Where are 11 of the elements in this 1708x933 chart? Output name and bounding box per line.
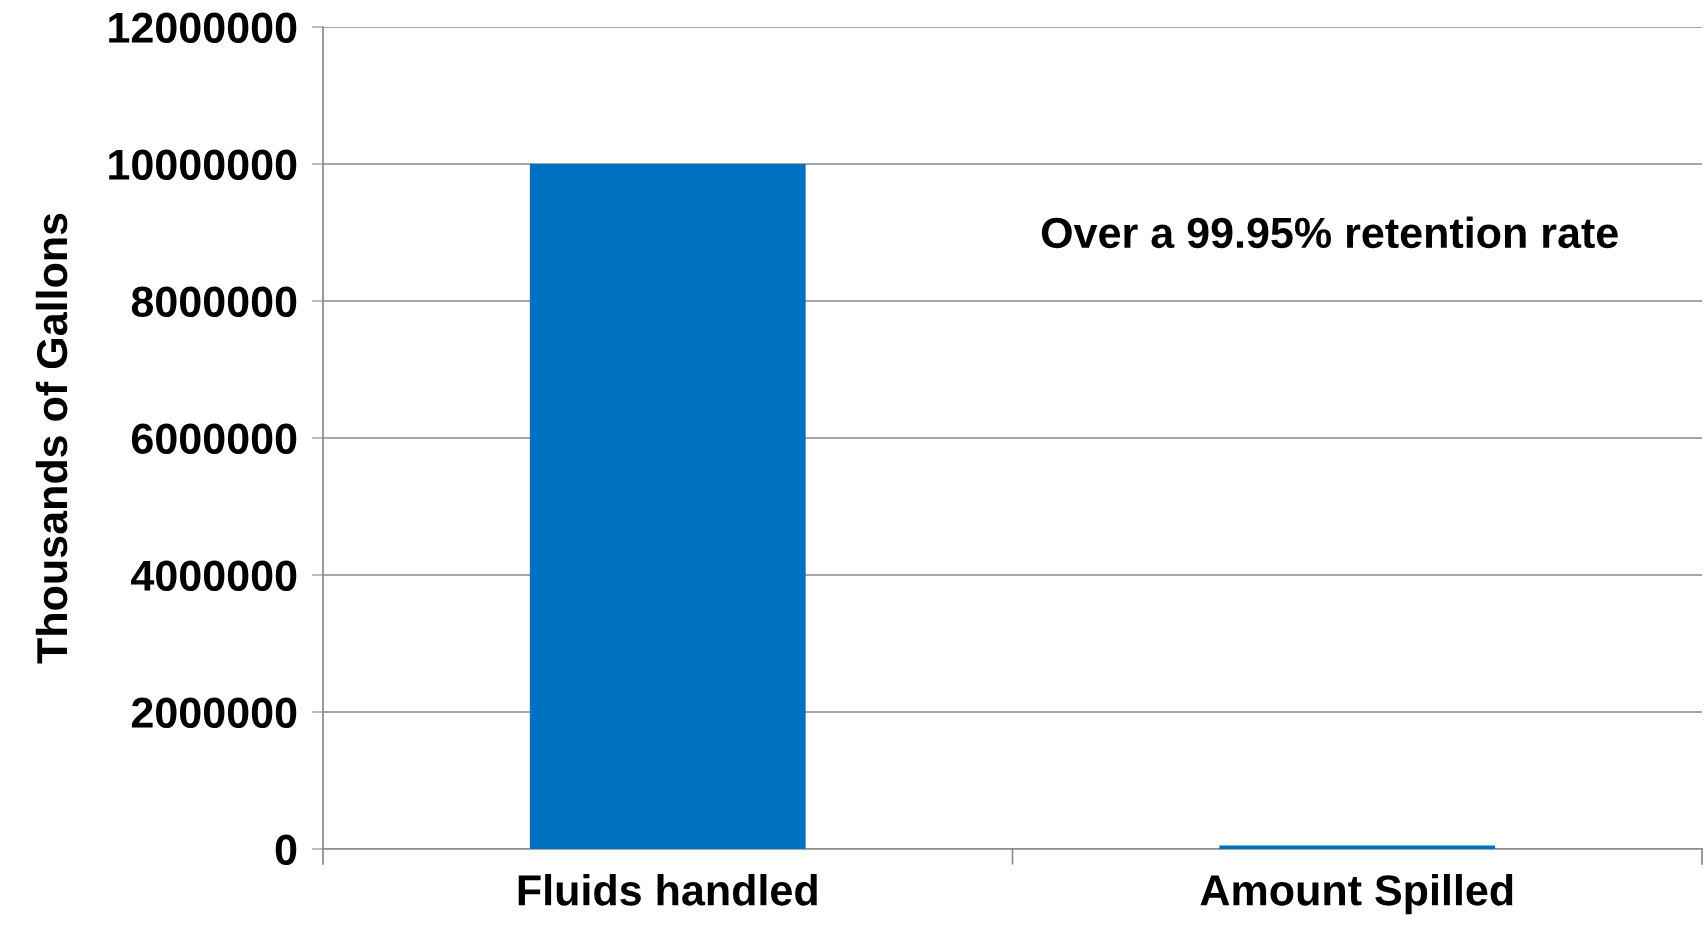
y-tick-label: 4000000 <box>131 560 297 592</box>
y-tick-label: 2000000 <box>131 697 297 729</box>
x-tick-label: Fluids handled <box>518 874 817 906</box>
x-tick-label: Amount Spilled <box>1200 874 1513 915</box>
y-tick-label: 10000000 <box>109 149 297 181</box>
y-tick-label: 0 <box>275 834 297 866</box>
y-tick-label: 8000000 <box>131 286 297 318</box>
annotation: Over a 99.95% retention rate <box>1041 216 1618 249</box>
y-axis-title: Thousands of Gallons <box>35 213 68 664</box>
y-tick-label: 12000000 <box>109 12 297 44</box>
y-tick-label: 6000000 <box>131 423 297 455</box>
